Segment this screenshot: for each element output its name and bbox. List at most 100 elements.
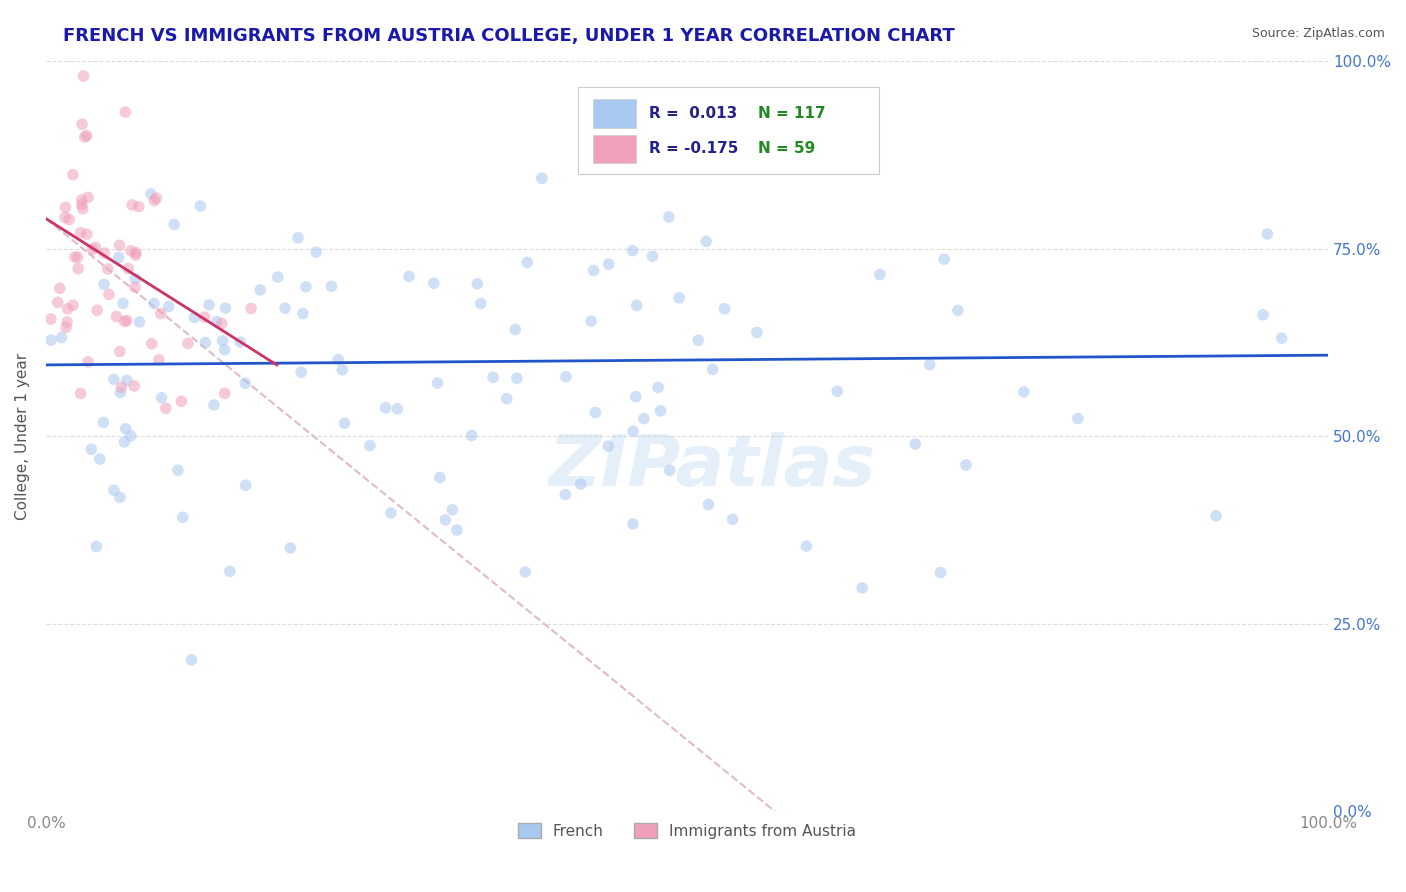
Point (658, 463, 681, 477)
Point (929, 566, 952, 580)
Point (73, 130, 96, 145)
Point (124, 379, 146, 393)
Point (503, 322, 526, 336)
Point (554, 369, 576, 384)
Point (851, 581, 873, 595)
Point (1205, 508, 1227, 523)
Point (423, 277, 446, 291)
Point (713, 301, 735, 316)
Point (76, 227, 98, 242)
Point (650, 404, 672, 418)
Point (39, 312, 62, 326)
Point (98, 287, 121, 301)
Point (124, 271, 146, 285)
Point (58, 212, 80, 227)
Point (398, 269, 420, 284)
Text: Source: ZipAtlas.com: Source: ZipAtlas.com (1251, 27, 1385, 40)
Point (163, 218, 186, 232)
Point (1067, 411, 1090, 425)
Point (668, 291, 690, 305)
Point (114, 105, 136, 120)
Point (125, 245, 148, 260)
Text: N = 117: N = 117 (758, 106, 825, 121)
Point (86, 303, 108, 318)
Point (111, 296, 134, 310)
Point (330, 363, 353, 377)
Point (515, 565, 537, 579)
Point (434, 513, 457, 527)
Point (124, 248, 146, 262)
Point (274, 301, 297, 316)
Point (267, 270, 290, 285)
Point (633, 411, 655, 425)
Point (115, 313, 138, 327)
Point (63, 250, 86, 264)
Point (869, 268, 891, 282)
Point (105, 310, 128, 324)
Point (359, 439, 381, 453)
Point (77, 355, 100, 369)
Point (66, 250, 89, 264)
Point (72, 202, 94, 216)
Point (108, 344, 131, 359)
Point (53, 211, 76, 225)
Point (128, 315, 150, 329)
Point (904, 437, 927, 451)
Point (482, 370, 505, 384)
Point (188, 199, 211, 213)
Point (67, 261, 90, 276)
Point (69, 386, 91, 401)
Point (205, 314, 228, 328)
Point (287, 231, 309, 245)
Point (467, 277, 489, 291)
Point (46, 295, 69, 310)
Point (946, 303, 969, 318)
Text: R = -0.175: R = -0.175 (648, 142, 738, 156)
Point (157, 300, 180, 314)
Point (211, 317, 233, 331)
Point (626, 298, 648, 312)
Point (155, 401, 177, 416)
Point (69, 226, 91, 240)
Point (55, 320, 77, 334)
FancyBboxPatch shape (578, 87, 879, 174)
Point (51, 330, 73, 344)
Point (89, 452, 111, 467)
Point (380, 506, 402, 520)
Point (72, 69, 94, 83)
Point (530, 171, 553, 186)
Point (124, 280, 146, 294)
Point (103, 372, 125, 386)
Point (579, 314, 602, 328)
Point (193, 310, 215, 325)
Point (426, 376, 449, 390)
Point (598, 439, 620, 453)
Point (569, 477, 592, 491)
Point (218, 565, 240, 579)
Point (112, 435, 135, 450)
Point (120, 244, 142, 258)
Point (214, 343, 236, 357)
Point (1271, 331, 1294, 345)
Point (291, 307, 314, 321)
Point (167, 463, 190, 477)
Point (305, 245, 328, 260)
Point (240, 301, 263, 316)
Point (145, 191, 167, 205)
Point (110, 385, 132, 400)
Point (143, 194, 166, 208)
Point (446, 523, 468, 537)
Point (80, 442, 103, 457)
Point (695, 235, 717, 249)
Point (93, 246, 115, 260)
Point (441, 503, 464, 517)
FancyBboxPatch shape (593, 135, 636, 163)
Point (621, 516, 644, 531)
Point (70, 193, 93, 207)
Point (647, 380, 669, 394)
Point (328, 352, 350, 367)
Point (70, 197, 93, 211)
Point (506, 371, 529, 385)
Point (55, 200, 77, 214)
Point (827, 384, 849, 399)
